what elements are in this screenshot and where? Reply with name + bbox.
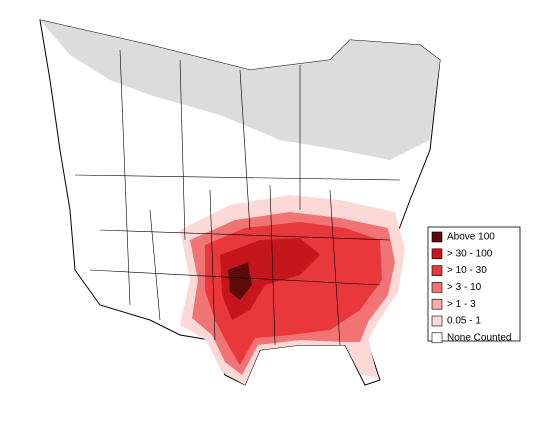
range-very-high — [220, 238, 320, 320]
legend-swatch — [431, 265, 443, 276]
legend-label: Above 100 — [447, 232, 495, 243]
range-max — [228, 262, 252, 300]
legend-label: None Counted — [447, 332, 512, 343]
legend-label: > 10 - 30 — [447, 265, 487, 276]
legend-box — [427, 226, 521, 342]
legend-label: > 1 - 3 — [447, 299, 476, 310]
borders — [74, 49, 401, 346]
legend-swatch — [431, 248, 443, 260]
legend-label: > 30 - 100 — [447, 248, 493, 259]
legend-swatch — [431, 332, 443, 344]
legend-swatch — [431, 315, 443, 327]
legend-swatch — [431, 298, 443, 310]
legend-swatch — [431, 282, 443, 293]
legend-label: > 3 - 10 — [447, 282, 482, 293]
range-none-north — [40, 20, 440, 160]
legend: Above 100 > 30 - 100 > 10 - 30 > 3 - 10 > 1 … — [431, 231, 512, 344]
legend-label: 0.05 - 1 — [447, 316, 481, 327]
map-shapes — [39, 19, 441, 386]
legend-swatch — [431, 231, 443, 243]
